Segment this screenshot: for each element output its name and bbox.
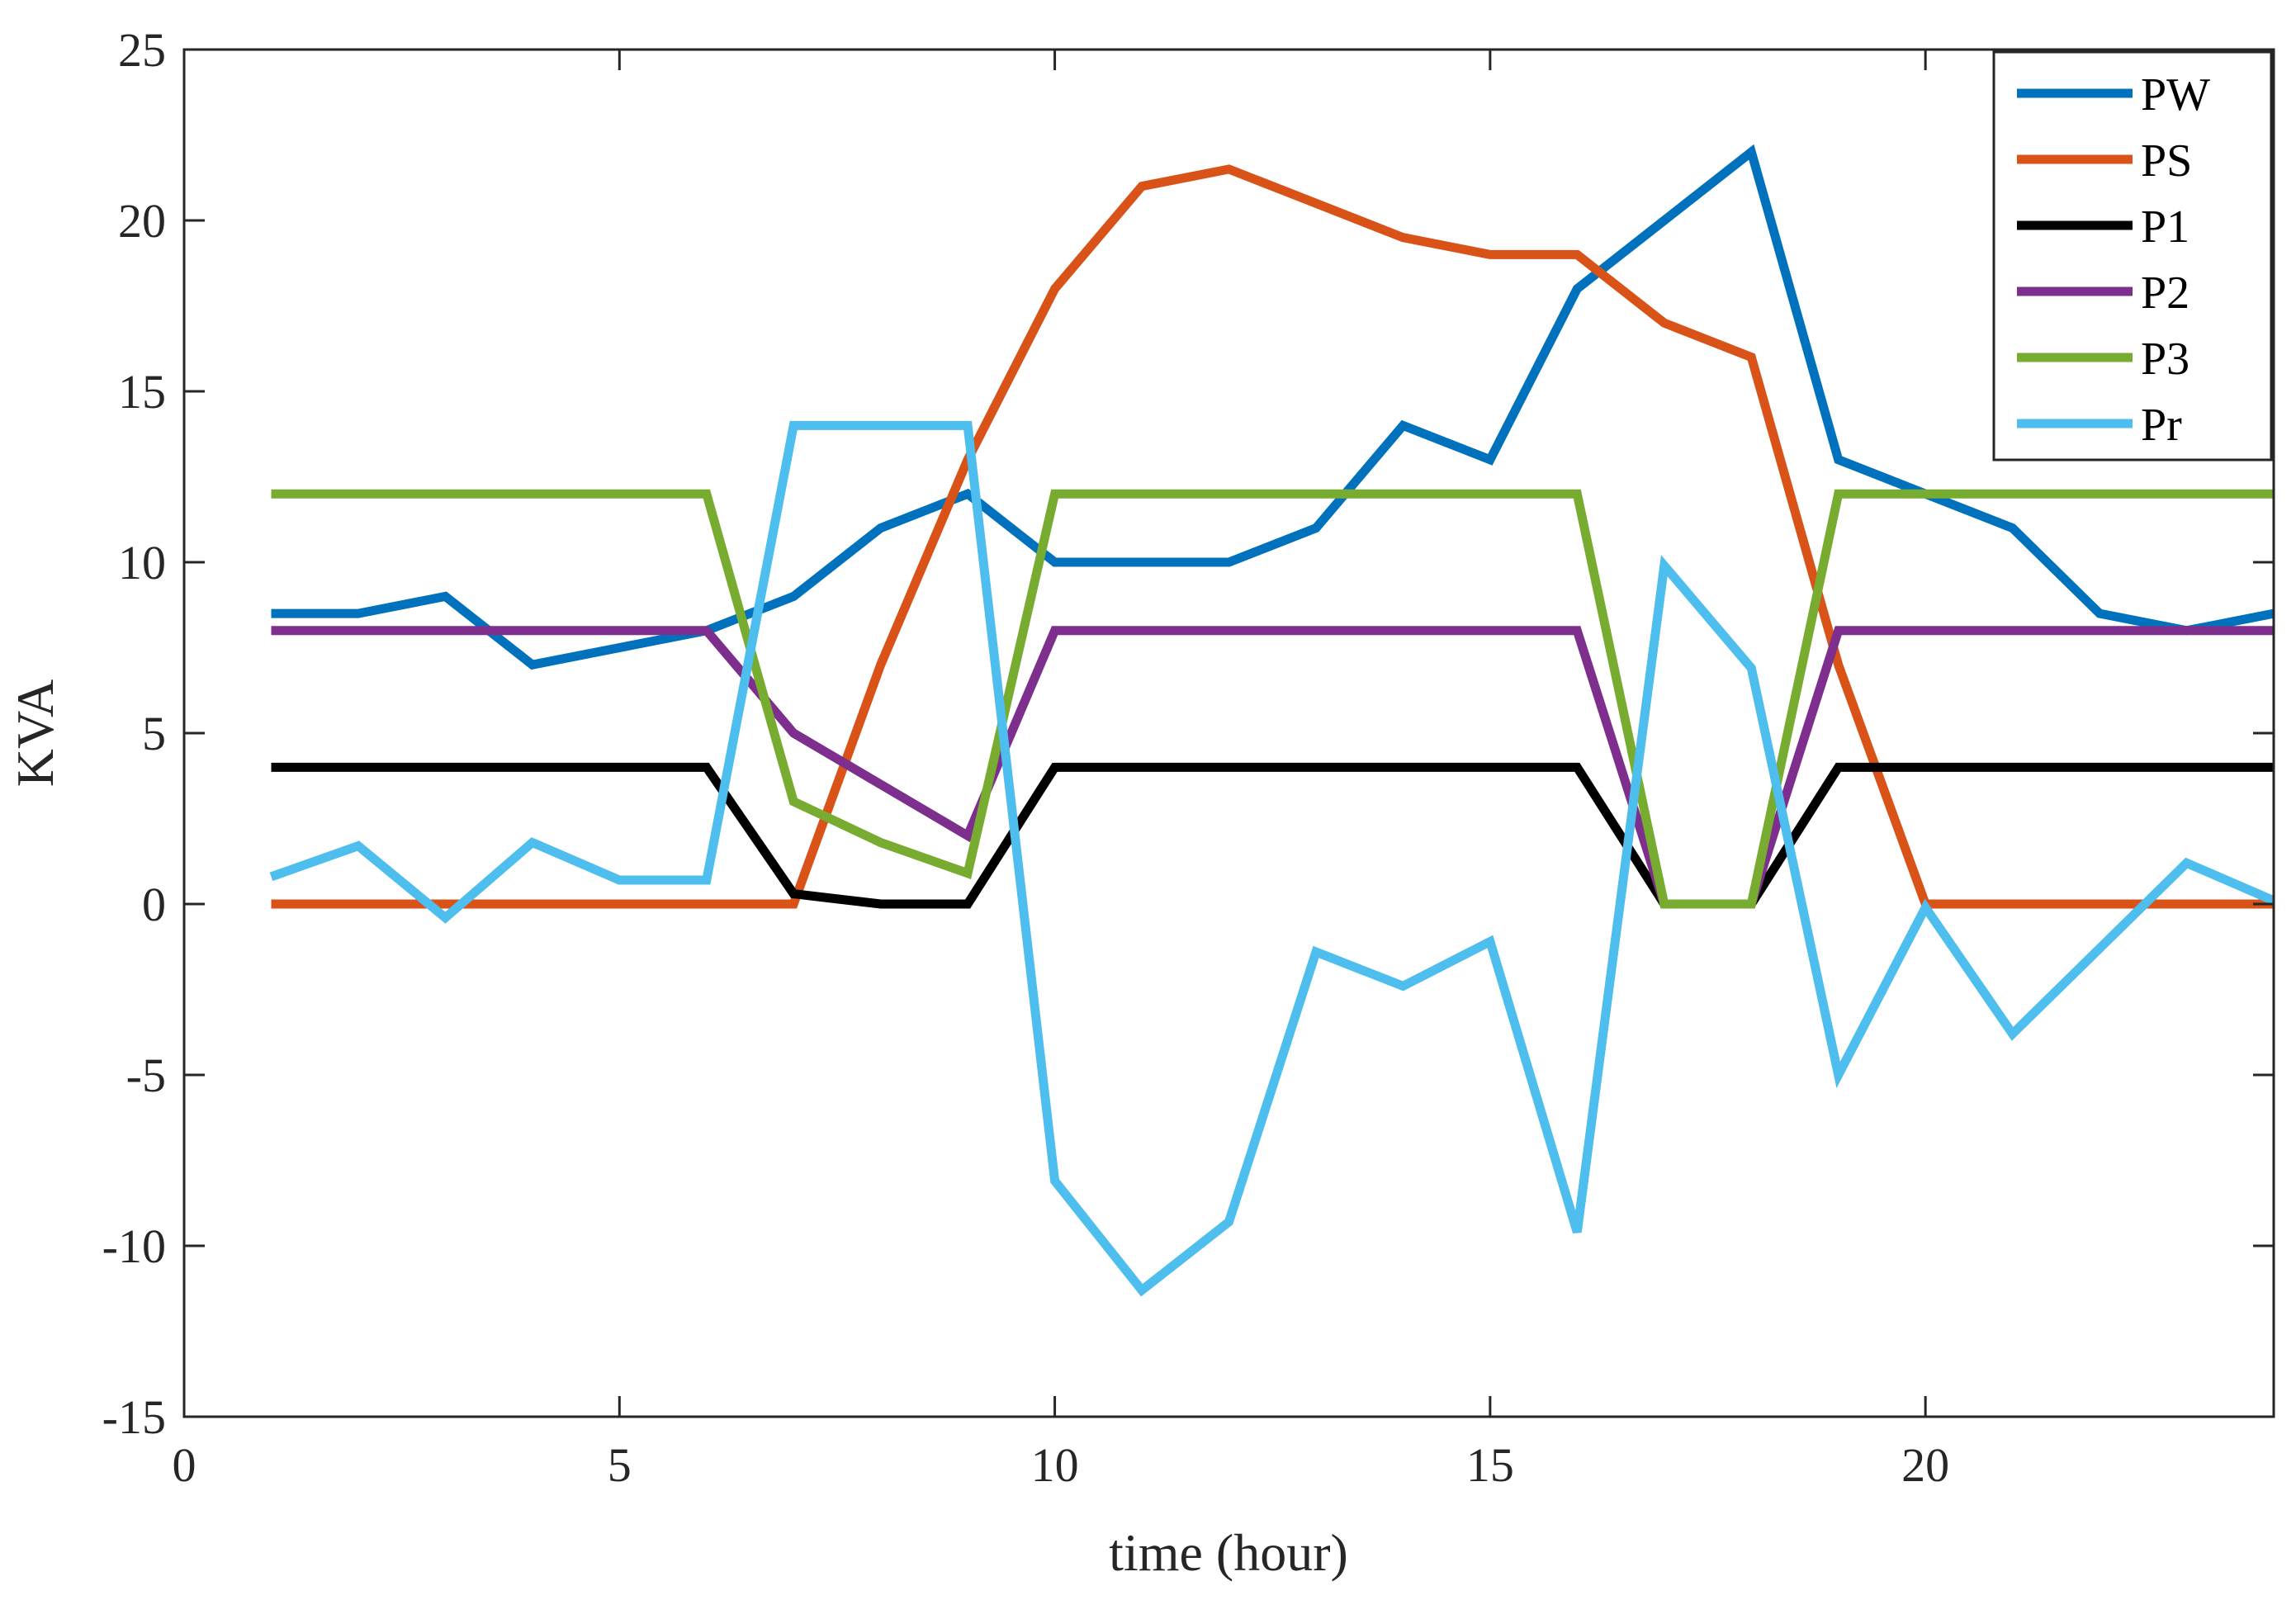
y-axis-title: KVA bbox=[6, 679, 64, 787]
legend-label-p1: P1 bbox=[2141, 201, 2189, 253]
x-tick-label: 10 bbox=[1031, 1438, 1079, 1492]
series-line-pr bbox=[269, 420, 2274, 1297]
y-tick-label: 25 bbox=[118, 23, 166, 77]
legend-label-ps: PS bbox=[2141, 135, 2192, 187]
y-tick-label: -10 bbox=[102, 1219, 166, 1273]
y-tick-label: 5 bbox=[142, 707, 166, 760]
y-tick-label: -15 bbox=[102, 1390, 166, 1444]
y-tick-label: 10 bbox=[118, 536, 166, 589]
y-axis-ticks: -15 -10 -5 0 5 10 15 20 25 bbox=[102, 23, 2274, 1444]
x-axis-title: time (hour) bbox=[1109, 1523, 1348, 1582]
series-line-pw bbox=[271, 144, 2274, 670]
x-axis-ticks: 0 5 10 15 20 bbox=[173, 50, 1949, 1492]
x-tick-label: 5 bbox=[608, 1438, 632, 1492]
y-tick-label: -5 bbox=[126, 1049, 166, 1102]
legend-label-pw: PW bbox=[2141, 69, 2210, 121]
legend-label-p3: P3 bbox=[2141, 334, 2189, 385]
y-tick-label: 0 bbox=[142, 878, 166, 931]
x-tick-label: 20 bbox=[1901, 1438, 1949, 1492]
x-tick-label: 0 bbox=[173, 1438, 196, 1492]
y-tick-label: 20 bbox=[118, 194, 166, 248]
series-line-p2 bbox=[271, 626, 2274, 909]
legend: PW PS P1 P2 P3 Pr bbox=[1992, 50, 2273, 462]
series-line-ps bbox=[271, 164, 2274, 909]
series-layer bbox=[269, 144, 2274, 1297]
legend-box bbox=[1992, 50, 2273, 462]
x-tick-label: 15 bbox=[1466, 1438, 1514, 1492]
series-line-p3 bbox=[271, 489, 2274, 909]
y-tick-label: 15 bbox=[118, 365, 166, 419]
legend-label-p2: P2 bbox=[2141, 267, 2189, 319]
series-line-p1 bbox=[271, 762, 2274, 909]
legend-label-pr: Pr bbox=[2141, 400, 2182, 451]
